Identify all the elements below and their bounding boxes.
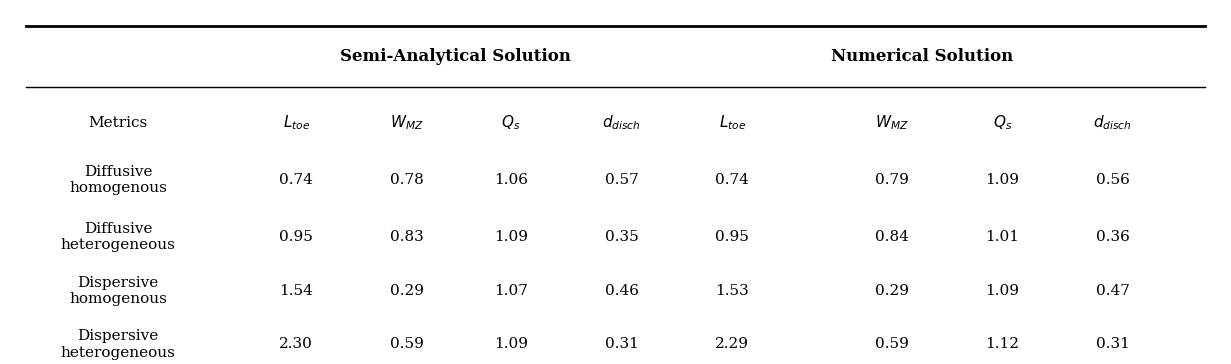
Text: Dispersive
heterogeneous: Dispersive heterogeneous [60, 329, 176, 360]
Text: 0.78: 0.78 [390, 173, 423, 187]
Text: 0.74: 0.74 [279, 173, 313, 187]
Text: 0.59: 0.59 [875, 337, 908, 351]
Text: 0.35: 0.35 [604, 230, 639, 244]
Text: 0.84: 0.84 [875, 230, 908, 244]
Text: 1.53: 1.53 [715, 284, 748, 298]
Text: 1.12: 1.12 [985, 337, 1019, 351]
Text: 2.30: 2.30 [279, 337, 313, 351]
Text: 0.83: 0.83 [390, 230, 423, 244]
Text: 0.29: 0.29 [875, 284, 908, 298]
Text: Diffusive
homogenous: Diffusive homogenous [69, 165, 167, 195]
Text: 0.59: 0.59 [390, 337, 423, 351]
Text: 0.74: 0.74 [715, 173, 750, 187]
Text: 0.46: 0.46 [604, 284, 639, 298]
Text: $d_{disch}$: $d_{disch}$ [1093, 114, 1133, 132]
Text: $Q_s$: $Q_s$ [992, 114, 1012, 132]
Text: $L_{toe}$: $L_{toe}$ [283, 114, 310, 132]
Text: $d_{disch}$: $d_{disch}$ [602, 114, 641, 132]
Text: 1.01: 1.01 [985, 230, 1019, 244]
Text: 0.79: 0.79 [875, 173, 908, 187]
Text: 0.31: 0.31 [1096, 337, 1130, 351]
Text: 1.06: 1.06 [494, 173, 528, 187]
Text: Dispersive
homogenous: Dispersive homogenous [69, 276, 167, 306]
Text: 1.09: 1.09 [985, 173, 1019, 187]
Text: 0.47: 0.47 [1096, 284, 1130, 298]
Text: Diffusive
heterogeneous: Diffusive heterogeneous [60, 222, 176, 252]
Text: 0.57: 0.57 [604, 173, 639, 187]
Text: 1.07: 1.07 [494, 284, 528, 298]
Text: $W_{MZ}$: $W_{MZ}$ [875, 114, 908, 132]
Text: 0.29: 0.29 [390, 284, 423, 298]
Text: 0.56: 0.56 [1096, 173, 1130, 187]
Text: Semi-Analytical Solution: Semi-Analytical Solution [341, 48, 571, 65]
Text: 0.95: 0.95 [279, 230, 313, 244]
Text: 2.29: 2.29 [715, 337, 750, 351]
Text: Metrics: Metrics [89, 116, 148, 130]
Text: Numerical Solution: Numerical Solution [831, 48, 1013, 65]
Text: 0.31: 0.31 [604, 337, 639, 351]
Text: 0.36: 0.36 [1096, 230, 1130, 244]
Text: 1.09: 1.09 [494, 337, 528, 351]
Text: 0.95: 0.95 [715, 230, 750, 244]
Text: $Q_s$: $Q_s$ [501, 114, 521, 132]
Text: 1.09: 1.09 [494, 230, 528, 244]
Text: 1.09: 1.09 [985, 284, 1019, 298]
Text: 1.54: 1.54 [279, 284, 313, 298]
Text: $L_{toe}$: $L_{toe}$ [719, 114, 746, 132]
Text: $W_{MZ}$: $W_{MZ}$ [390, 114, 423, 132]
